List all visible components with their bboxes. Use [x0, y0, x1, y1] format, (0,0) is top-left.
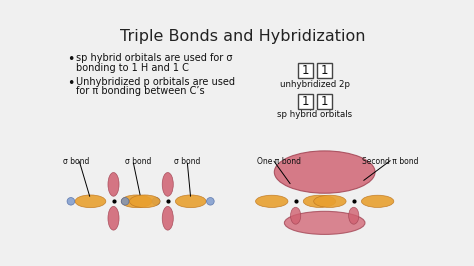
Ellipse shape [108, 173, 119, 196]
Ellipse shape [152, 198, 160, 205]
Text: sp hybrid orbitals are used for σ: sp hybrid orbitals are used for σ [76, 53, 233, 64]
Ellipse shape [284, 211, 365, 234]
Ellipse shape [255, 195, 288, 207]
Ellipse shape [108, 206, 119, 230]
Ellipse shape [361, 195, 394, 207]
Ellipse shape [274, 151, 375, 193]
Ellipse shape [121, 198, 129, 205]
Text: •: • [67, 77, 74, 90]
Text: One π bond: One π bond [257, 157, 301, 166]
Ellipse shape [162, 173, 173, 196]
Text: σ bond: σ bond [125, 157, 152, 166]
Text: for π bonding between C’s: for π bonding between C’s [76, 86, 205, 96]
Text: σ bond: σ bond [63, 157, 90, 166]
Text: bonding to 1 H and 1 C: bonding to 1 H and 1 C [76, 63, 189, 73]
Bar [317, 63, 332, 78]
Bar [317, 94, 332, 109]
Ellipse shape [207, 198, 214, 205]
Ellipse shape [349, 207, 359, 224]
Ellipse shape [67, 198, 75, 205]
Text: •: • [67, 53, 74, 66]
Text: 1: 1 [302, 64, 310, 77]
Text: 1: 1 [302, 95, 310, 108]
Ellipse shape [175, 195, 206, 208]
Bar [298, 63, 313, 78]
Text: unhybridized 2p: unhybridized 2p [280, 80, 350, 89]
Text: 1: 1 [320, 64, 328, 77]
Text: Triple Bonds and Hybridization: Triple Bonds and Hybridization [120, 29, 365, 44]
Text: σ bond: σ bond [174, 157, 201, 166]
Ellipse shape [75, 195, 106, 208]
Ellipse shape [121, 195, 152, 208]
Text: 1: 1 [320, 95, 328, 108]
Ellipse shape [314, 195, 346, 207]
Ellipse shape [129, 195, 160, 208]
Text: sp hybrid orbitals: sp hybrid orbitals [277, 110, 353, 119]
Text: Second π bond: Second π bond [362, 157, 418, 166]
Ellipse shape [291, 207, 301, 224]
Ellipse shape [162, 206, 173, 230]
Ellipse shape [303, 195, 336, 207]
Bar [298, 94, 313, 109]
Text: Unhybridized p orbitals are used: Unhybridized p orbitals are used [76, 77, 235, 86]
